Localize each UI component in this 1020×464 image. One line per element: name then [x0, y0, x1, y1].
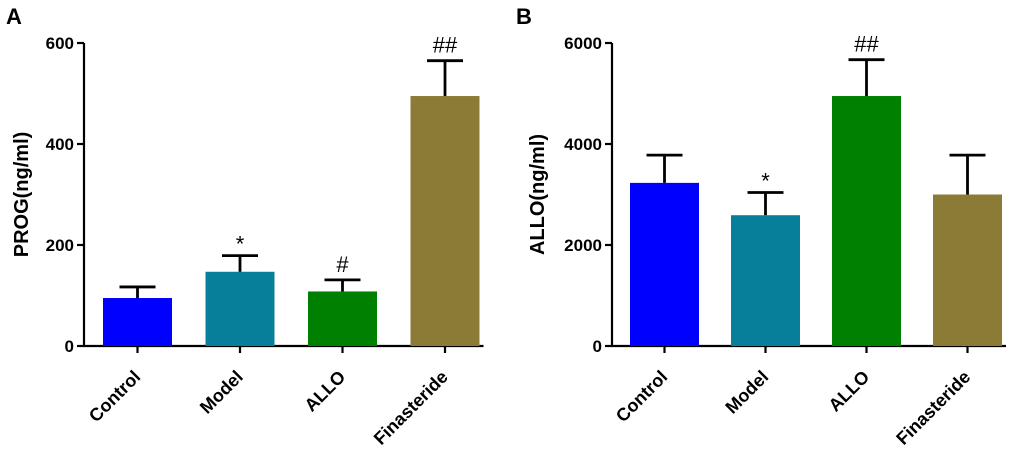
y-tick-label: 0: [65, 337, 74, 356]
y-axis-label: ALLO(ng/ml): [527, 134, 549, 255]
y-tick-label: 200: [46, 236, 74, 255]
significance-marker: #: [336, 252, 349, 277]
x-tick-label: ALLO: [301, 367, 350, 416]
x-tick-label: Finasteride: [892, 367, 974, 449]
x-tick-label: Model: [196, 367, 247, 418]
bar-model: [731, 215, 800, 346]
panel-a: A PROG(ng/ml) 0 200 400 600 Control * Model # ALLO…: [6, 4, 484, 449]
x-tick-label: Model: [721, 367, 772, 418]
panel-b: B ALLO(ng/ml) 0 2000 4000 6000 Control * Model ##…: [516, 4, 1006, 449]
bar-model: [205, 271, 275, 346]
y-tick-label: 2000: [564, 236, 602, 255]
y-tick-label: 0: [593, 337, 602, 356]
y-tick-label: 6000: [564, 34, 602, 53]
bar-finasteride: [410, 96, 480, 347]
y-tick-label: 600: [46, 34, 74, 53]
significance-marker: *: [761, 168, 770, 193]
significance-marker: *: [236, 232, 245, 257]
bar-finasteride: [933, 194, 1002, 346]
x-tick-label: Control: [612, 367, 671, 426]
significance-marker: ##: [854, 32, 879, 57]
y-tick-label: 400: [46, 135, 74, 154]
y-axis-label: PROG(ng/ml): [11, 132, 33, 258]
y-tick-label: 4000: [564, 135, 602, 154]
panel-letter: A: [6, 4, 22, 29]
x-tick-label: ALLO: [825, 367, 874, 416]
bar-control: [103, 298, 172, 346]
panel-letter: B: [516, 4, 532, 29]
significance-marker: ##: [433, 33, 458, 58]
bar-allo: [308, 291, 377, 346]
x-tick-label: Control: [85, 367, 144, 426]
x-tick-label: Finasteride: [370, 367, 452, 449]
bar-allo: [832, 96, 901, 347]
bar-control: [630, 182, 699, 346]
